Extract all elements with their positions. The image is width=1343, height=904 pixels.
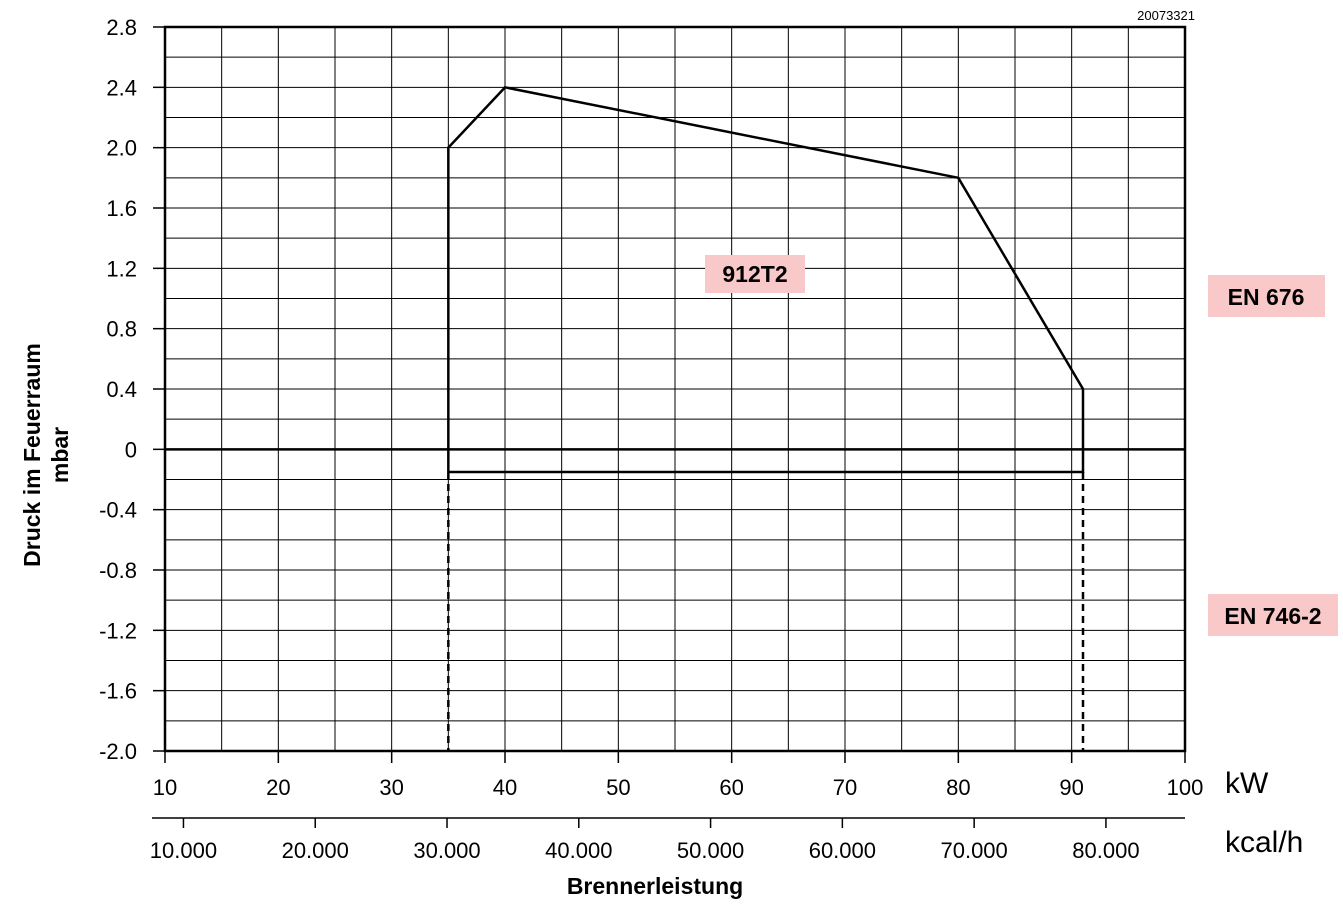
figure-code: 20073321 [1137, 8, 1195, 23]
series-label: 912T2 [722, 261, 787, 287]
y-tick-label: -2.0 [99, 739, 137, 764]
y-axis-unit: mbar [47, 427, 73, 483]
x-tick-label-kcal: 60.000 [809, 838, 876, 863]
en746-label: EN 746-2 [1224, 603, 1321, 629]
y-tick-label: 0.8 [106, 317, 137, 342]
y-tick-label: -1.2 [99, 618, 137, 643]
x-tick-label-kw: 70 [833, 775, 857, 800]
x-tick-label-kcal: 10.000 [150, 838, 217, 863]
y-tick-label: -0.8 [99, 558, 137, 583]
x-tick-label-kw: 20 [266, 775, 290, 800]
x-tick-label-kw: 30 [379, 775, 403, 800]
en676-label-bg [1208, 275, 1325, 317]
x-tick-label-kw: 40 [493, 775, 517, 800]
en746-label-bg [1208, 594, 1338, 636]
series-label-bg [705, 255, 805, 293]
x-tick-label-kcal: 30.000 [413, 838, 480, 863]
x-tick-label-kcal: 20.000 [282, 838, 349, 863]
x-tick-labels-kw: 10 20 30 40 50 60 70 80 90 100 [153, 751, 1204, 800]
x-tick-label-kcal: 40.000 [545, 838, 612, 863]
x-tick-label-kw: 80 [946, 775, 970, 800]
y-tick-label: 2.0 [106, 136, 137, 161]
x-tick-label-kcal: 50.000 [677, 838, 744, 863]
y-tick-label: -1.6 [99, 679, 137, 704]
plot-frame [163, 25, 1187, 753]
y-tick-label: -0.4 [99, 498, 137, 523]
x-tick-label-kw: 90 [1059, 775, 1083, 800]
y-tick-label: 2.8 [106, 15, 137, 40]
y-tick-label: 1.6 [106, 196, 137, 221]
x-unit-kw: kW [1225, 767, 1269, 800]
y-tick-label: 1.2 [106, 256, 137, 281]
x-unit-kcal: kcal/h [1225, 826, 1303, 859]
x-tick-label-kw: 60 [719, 775, 743, 800]
y-tick-labels: 2.8 2.4 2.0 1.6 1.2 0.8 0.4 0 -0.4 -0.8 -1.2 -1.6 -2… [99, 15, 165, 764]
performance-curve-group [447, 85, 1085, 751]
x-tick-labels-kcal: 10.000 20.000 30.000 40.000 50.000 60.000 70.0… [150, 818, 1140, 863]
x-tick-label-kcal: 70.000 [940, 838, 1007, 863]
grid-lines [165, 27, 1185, 751]
x-tick-label-kcal: 80.000 [1072, 838, 1139, 863]
en676-label: EN 676 [1228, 284, 1305, 310]
y-tick-label: 0 [125, 437, 137, 462]
x-tick-label-kw: 50 [606, 775, 630, 800]
x-axis-label: Brennerleistung [567, 873, 743, 899]
y-tick-label: 2.4 [106, 75, 137, 100]
y-tick-label: 0.4 [106, 377, 137, 402]
y-axis-label: Druck im Feuerraum [19, 343, 45, 567]
x-tick-label-kw: 100 [1167, 775, 1204, 800]
x-tick-label-kw: 10 [153, 775, 177, 800]
